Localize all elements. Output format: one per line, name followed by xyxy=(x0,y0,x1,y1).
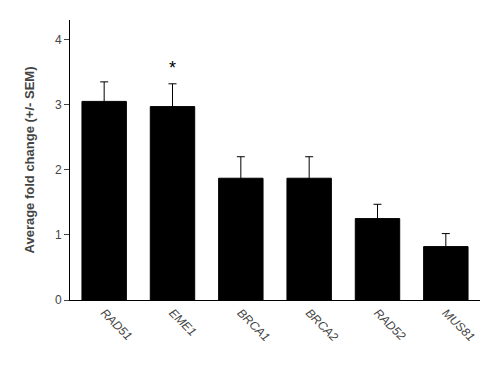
svg-text:BRCA2: BRCA2 xyxy=(303,306,341,344)
svg-text:RAD51: RAD51 xyxy=(98,306,135,343)
svg-text:4: 4 xyxy=(55,33,62,47)
svg-text:BRCA1: BRCA1 xyxy=(234,306,272,344)
svg-text:EME1: EME1 xyxy=(166,306,199,339)
svg-text:3: 3 xyxy=(55,98,62,112)
svg-text:2: 2 xyxy=(55,163,62,177)
svg-text:0: 0 xyxy=(55,293,62,307)
svg-text:1: 1 xyxy=(55,228,62,242)
svg-text:Average fold change (+/- SEM): Average fold change (+/- SEM) xyxy=(22,67,37,254)
svg-text:RAD52: RAD52 xyxy=(371,306,408,343)
svg-text:MUS81: MUS81 xyxy=(439,306,477,344)
svg-text:*: * xyxy=(169,58,176,78)
